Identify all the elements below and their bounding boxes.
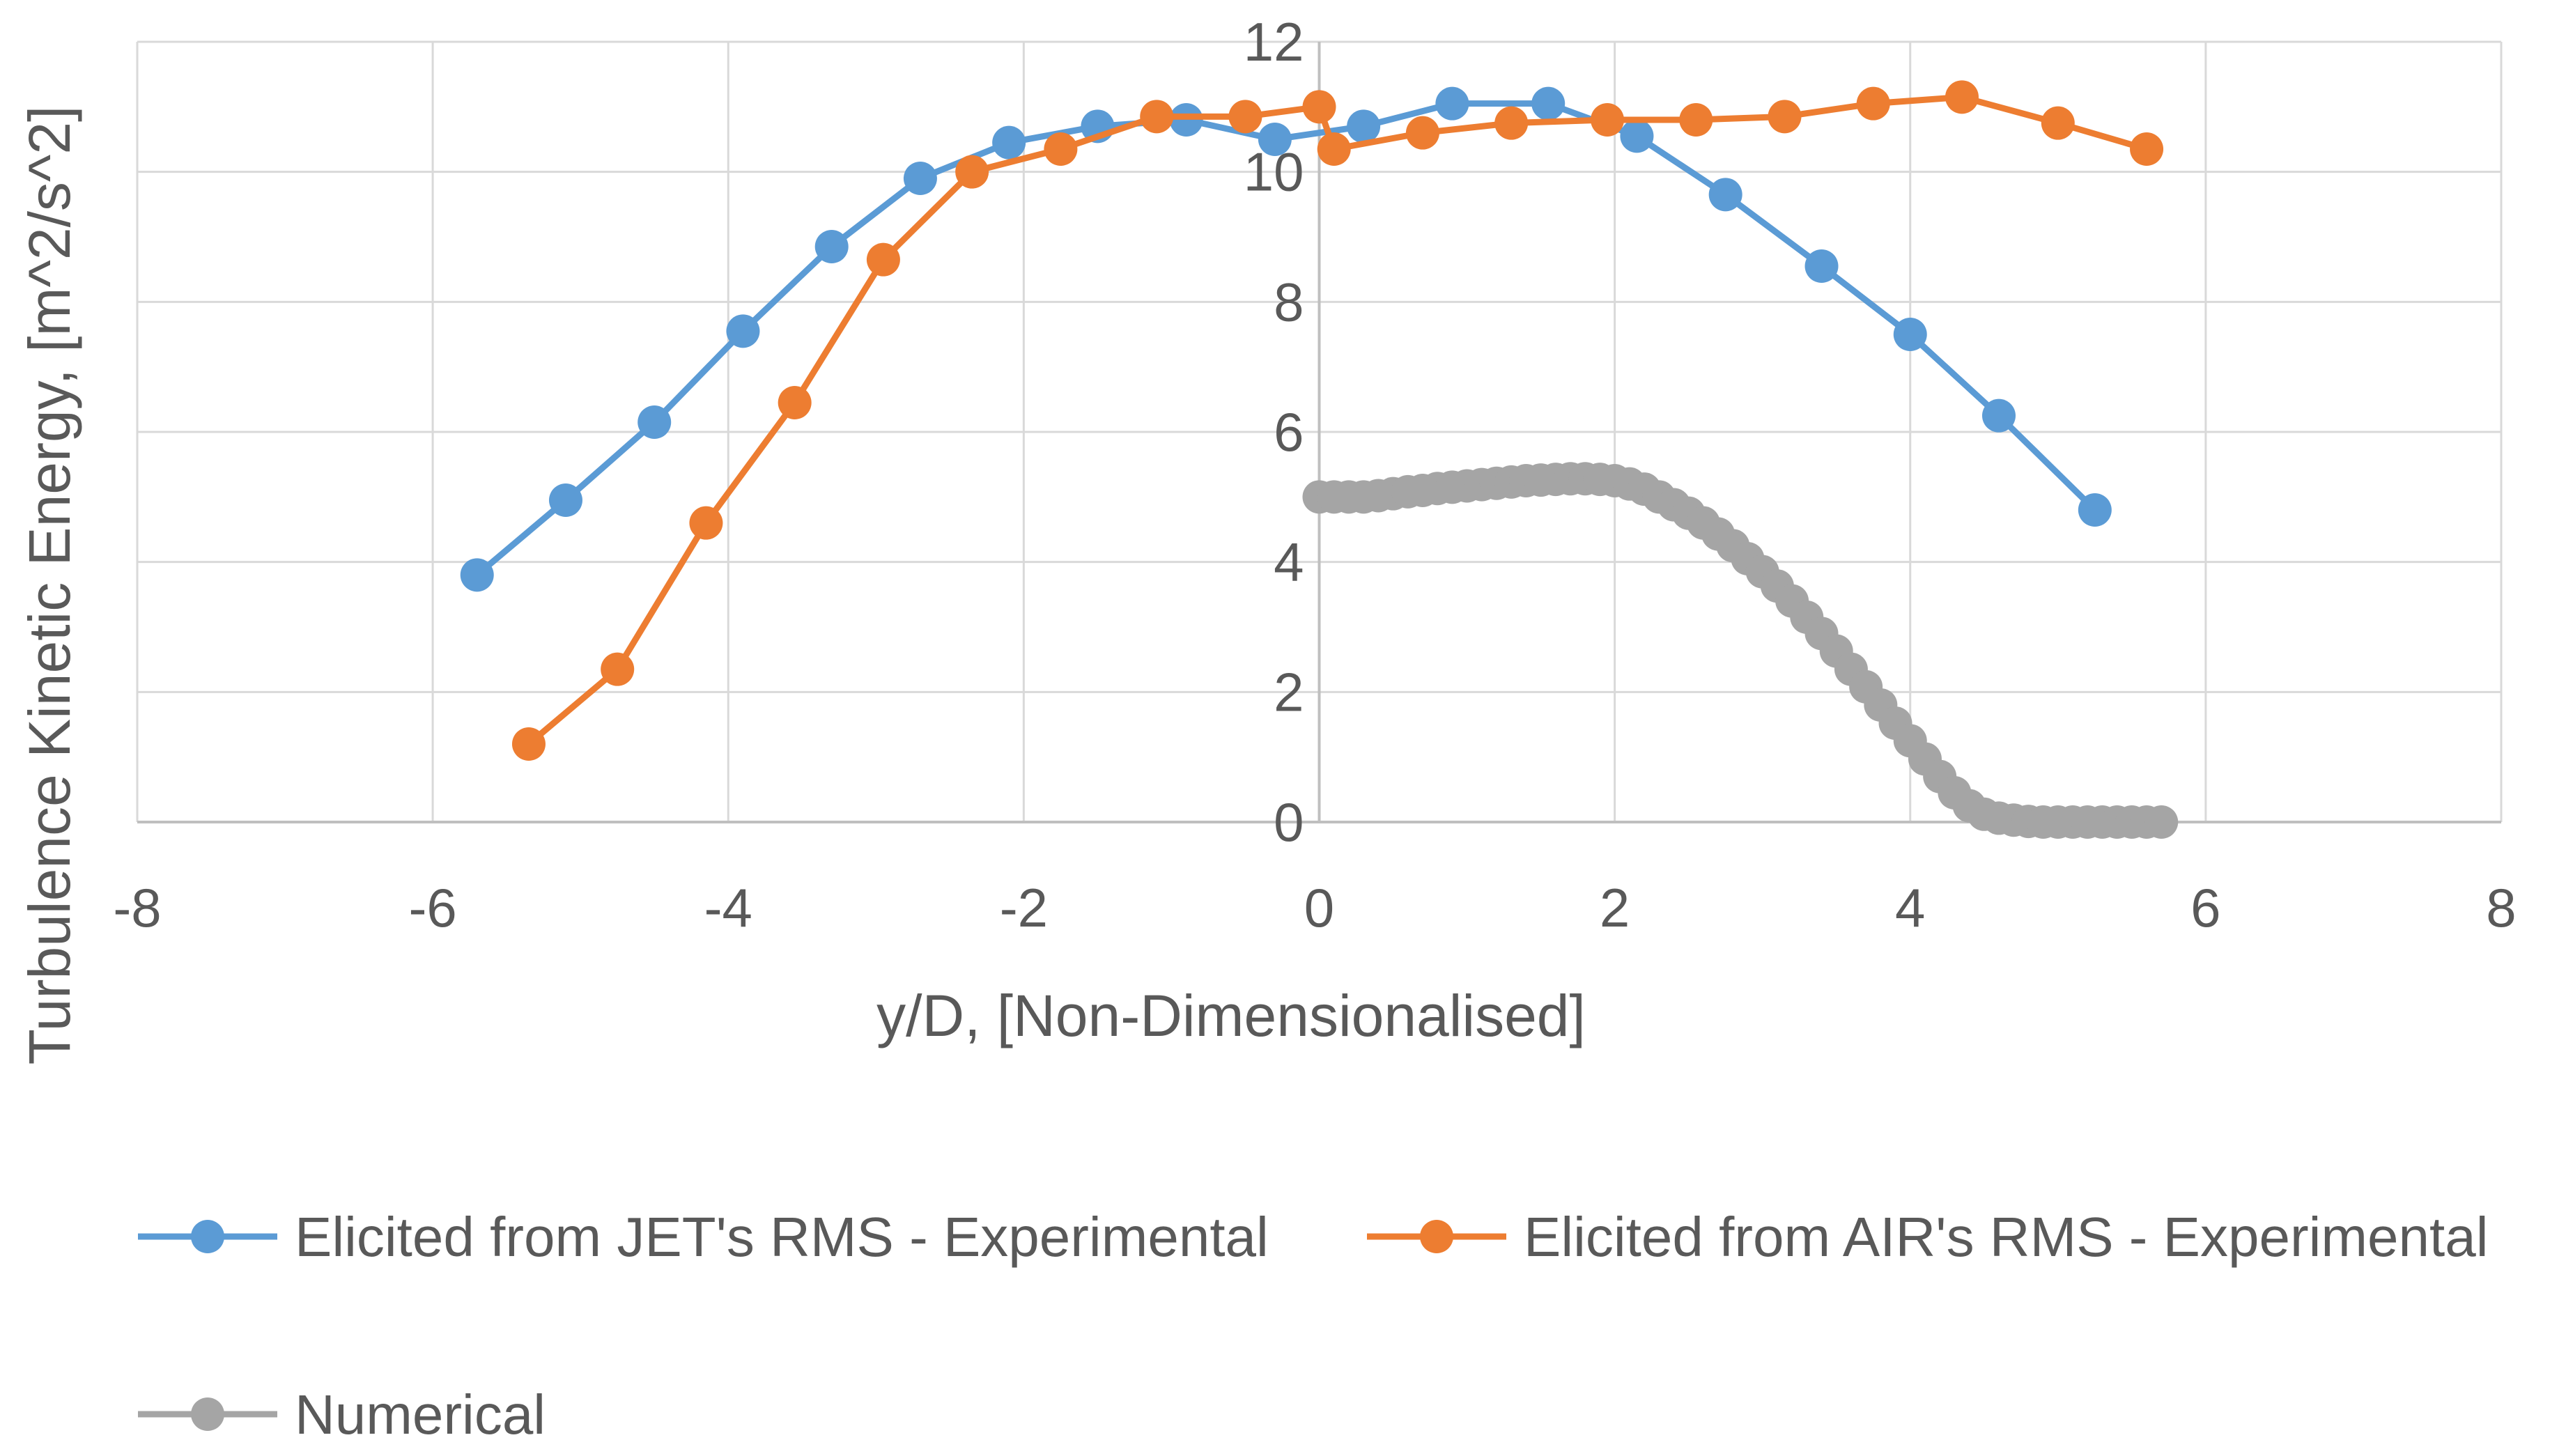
data-point (1856, 86, 1890, 121)
legend-marker (191, 1220, 224, 1253)
data-point (1405, 116, 1439, 150)
x-tick-label: 6 (2190, 877, 2220, 938)
data-point (1945, 80, 1979, 114)
y-tick-label: 12 (1244, 11, 1304, 72)
data-point (778, 386, 812, 419)
data-point (992, 125, 1026, 160)
data-point (1679, 103, 1713, 137)
data-point (689, 506, 723, 540)
series-line (527, 93, 2148, 747)
data-point (601, 652, 635, 686)
data-point (1981, 398, 2016, 433)
data-point (1169, 103, 1203, 137)
legend-label: Elicited from AIR's RMS - Experimental (1524, 1206, 2489, 1268)
data-point (726, 314, 760, 348)
x-axis-title: y/D, [Non-Dimensionalised] (876, 983, 1586, 1048)
x-tick-label: 8 (2486, 877, 2516, 938)
legend-entry: Elicited from AIR's RMS - Experimental (1367, 1206, 2489, 1268)
data-point (903, 162, 937, 195)
y-tick-label: 4 (1274, 532, 1304, 593)
data-point (511, 727, 546, 761)
y-tick-label: 2 (1274, 661, 1304, 722)
data-point (2144, 805, 2179, 839)
data-point (1708, 178, 1742, 212)
series-1 (460, 86, 2112, 592)
data-point (814, 230, 849, 263)
data-point (637, 405, 672, 439)
data-point (460, 558, 494, 592)
data-point (1531, 86, 1566, 121)
x-tick-label: 0 (1304, 877, 1334, 938)
x-tick-label: -8 (113, 877, 161, 938)
legend-entry: Elicited from JET's RMS - Experimental (138, 1206, 1269, 1268)
data-point (2078, 493, 2112, 527)
data-point (1140, 100, 1174, 134)
plot-area (460, 80, 2179, 839)
data-point (1591, 103, 1625, 137)
data-point (1044, 132, 1078, 166)
legend-marker (1420, 1220, 1453, 1253)
series-3 (1302, 462, 2179, 839)
x-tick-label: -2 (1000, 877, 1048, 938)
data-point (1494, 106, 1529, 140)
data-point (1258, 123, 1292, 156)
y-tick-label: 6 (1274, 401, 1304, 463)
legend: Elicited from JET's RMS - Experimental El… (138, 1206, 2489, 1446)
data-point (2130, 132, 2164, 166)
data-point (1228, 100, 1262, 134)
data-point (1804, 249, 1839, 283)
data-point (1893, 318, 1927, 351)
legend-marker (191, 1397, 224, 1431)
data-point (955, 155, 989, 189)
data-point (866, 242, 900, 277)
x-tick-label: 4 (1895, 877, 1925, 938)
y-tick-label: 0 (1274, 791, 1304, 853)
legend-label: Numerical (295, 1384, 546, 1446)
y-tick-label: 8 (1274, 271, 1304, 332)
data-point (1435, 86, 1469, 121)
series-2 (511, 80, 2164, 761)
data-point (1347, 109, 1381, 144)
data-point (1317, 132, 1351, 166)
x-tick-label: 2 (1600, 877, 1630, 938)
data-point (1768, 100, 1802, 134)
data-point (548, 483, 582, 517)
x-tick-label: -4 (704, 877, 752, 938)
data-point (2041, 106, 2075, 140)
legend-entry: Numerical (138, 1384, 546, 1446)
data-point (1302, 90, 1336, 124)
data-point (1620, 119, 1654, 153)
y-axis-title: Turbulence Kinetic Energy, [m^2/s^2] (17, 106, 82, 1065)
series-line (1319, 475, 2162, 826)
legend-label: Elicited from JET's RMS - Experimental (295, 1206, 1269, 1268)
x-tick-label: -6 (408, 877, 456, 938)
